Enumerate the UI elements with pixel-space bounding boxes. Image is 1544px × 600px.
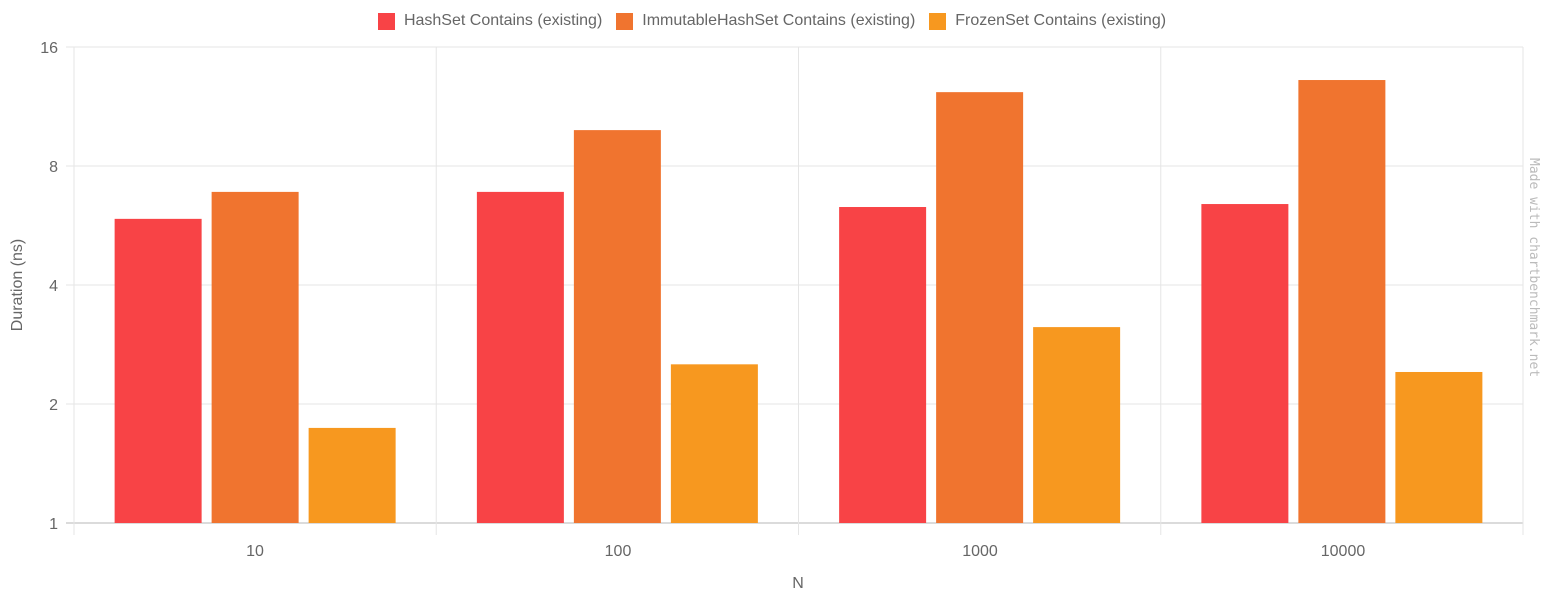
x-axis-title: N bbox=[792, 575, 804, 592]
legend-label-frozenset: FrozenSet Contains (existing) bbox=[955, 12, 1167, 29]
y-axis-ticks: 16 8 4 2 1 bbox=[40, 40, 58, 533]
legend-item-frozenset[interactable]: FrozenSet Contains (existing) bbox=[929, 12, 1166, 30]
legend-item-hashset[interactable]: HashSet Contains (existing) bbox=[377, 12, 603, 30]
bar-immutablehashset-100[interactable] bbox=[573, 130, 661, 523]
x-tick-10000: 10000 bbox=[1321, 543, 1366, 560]
bar-immutablehashset-10000[interactable] bbox=[1298, 80, 1386, 523]
y-tick-16: 16 bbox=[40, 40, 58, 57]
x-tick-10: 10 bbox=[246, 543, 264, 560]
legend-label-hashset: HashSet Contains (existing) bbox=[403, 12, 603, 29]
y-tick-4: 4 bbox=[49, 278, 58, 295]
bar-immutablehashset-1000[interactable] bbox=[936, 92, 1024, 524]
x-tick-100: 100 bbox=[605, 543, 632, 560]
legend-item-immutablehashset[interactable]: ImmutableHashSet Contains (existing) bbox=[616, 12, 915, 30]
chart-bars bbox=[114, 80, 1483, 524]
y-axis-title: Duration (ns) bbox=[9, 239, 26, 331]
bar-hashset-10[interactable] bbox=[114, 218, 202, 523]
watermark: Made with chartbenchmark.net bbox=[1526, 158, 1541, 377]
bar-hashset-10000[interactable] bbox=[1201, 204, 1289, 524]
y-tick-2: 2 bbox=[49, 397, 58, 414]
x-axis-ticks: 10 100 1000 10000 bbox=[246, 543, 1365, 560]
legend-label-immutablehashset: ImmutableHashSet Contains (existing) bbox=[642, 12, 916, 29]
bar-frozenset-100[interactable] bbox=[670, 364, 758, 523]
bar-frozenset-10[interactable] bbox=[308, 427, 396, 523]
legend-swatch-hashset bbox=[377, 12, 395, 30]
bar-hashset-1000[interactable] bbox=[839, 207, 927, 524]
y-tick-1: 1 bbox=[49, 516, 58, 533]
bar-immutablehashset-10[interactable] bbox=[211, 191, 299, 524]
legend-swatch-frozenset bbox=[929, 12, 947, 30]
y-tick-8: 8 bbox=[49, 159, 58, 176]
legend-swatch-immutablehashset bbox=[616, 12, 634, 30]
bar-frozenset-1000[interactable] bbox=[1033, 327, 1121, 523]
bar-hashset-100[interactable] bbox=[476, 191, 564, 524]
bar-frozenset-10000[interactable] bbox=[1395, 371, 1483, 523]
x-tick-1000: 1000 bbox=[962, 543, 998, 560]
chart-legend: HashSet Contains (existing) ImmutableHas… bbox=[0, 12, 1544, 30]
